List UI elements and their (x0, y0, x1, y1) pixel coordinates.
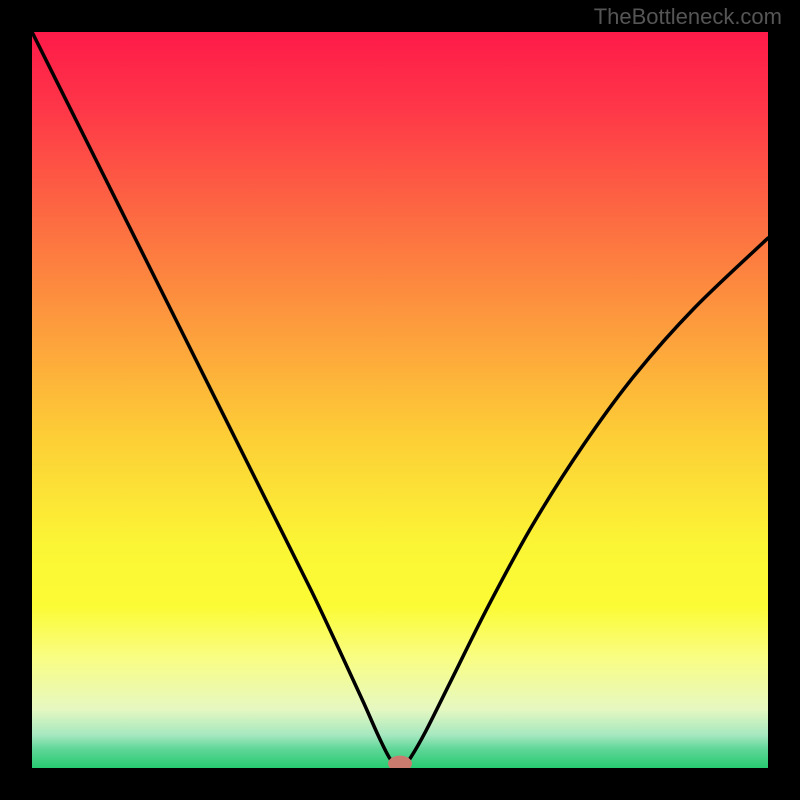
plot-area (32, 32, 768, 768)
chart-svg (32, 32, 768, 768)
gradient-background (32, 32, 768, 768)
watermark-text: TheBottleneck.com (594, 4, 782, 30)
